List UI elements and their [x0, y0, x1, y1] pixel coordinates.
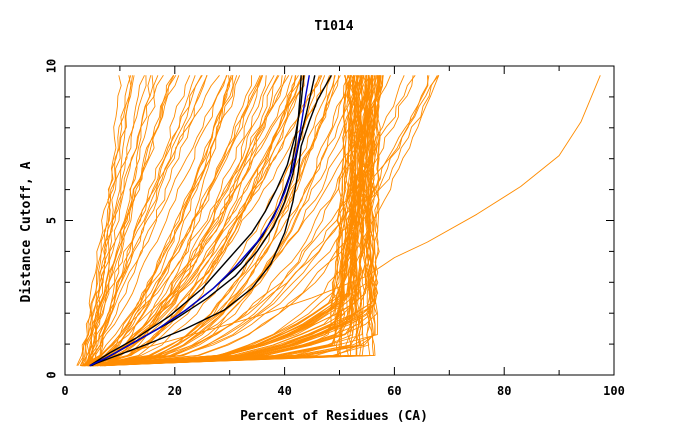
model-line — [91, 75, 373, 367]
model-line — [81, 75, 601, 367]
x-tick-label: 40 — [277, 384, 291, 398]
model-line — [82, 75, 303, 367]
model-line — [94, 75, 440, 367]
y-tick-label: 5 — [45, 217, 59, 224]
model-line — [85, 75, 227, 366]
model-line — [90, 75, 373, 367]
model-line — [88, 75, 287, 367]
x-tick-label: 20 — [168, 384, 182, 398]
model-line — [86, 75, 145, 366]
x-axis-label: Percent of Residues (CA) — [240, 409, 428, 424]
model-line — [83, 75, 376, 367]
x-tick-label: 100 — [603, 384, 625, 398]
model-line — [91, 75, 363, 367]
y-tick-label: 0 — [45, 371, 59, 378]
x-tick-label: 80 — [497, 384, 511, 398]
highlight-line — [89, 75, 305, 367]
model-line — [80, 75, 279, 367]
axis-ticks — [64, 65, 615, 376]
reference-line — [89, 75, 310, 367]
model-line — [92, 75, 361, 367]
model-line — [77, 75, 132, 366]
model-line — [84, 75, 220, 366]
model-line — [96, 75, 379, 367]
model-line — [86, 75, 208, 366]
model-line — [90, 75, 371, 367]
model-line — [91, 75, 379, 367]
model-line — [84, 75, 367, 367]
x-tick-label: 0 — [61, 384, 68, 398]
model-line — [101, 75, 335, 367]
model-line — [83, 75, 202, 366]
model-line — [92, 75, 374, 367]
chart-title: T1014 — [314, 19, 353, 34]
model-line — [102, 75, 360, 367]
model-line — [84, 75, 352, 367]
model-line — [96, 75, 261, 367]
model-line — [99, 75, 253, 367]
model-line — [94, 75, 208, 366]
plot-lines — [76, 74, 601, 367]
model-line — [87, 75, 154, 366]
model-line — [81, 75, 320, 367]
model-line — [83, 75, 290, 367]
model-line — [102, 75, 333, 367]
tick-labels: 0 20 40 60 80 100 0 5 10 — [45, 59, 625, 398]
model-line — [87, 75, 196, 366]
model-line — [85, 75, 354, 367]
y-tick-label: 10 — [45, 59, 59, 73]
model-line — [92, 75, 364, 367]
model-line — [104, 75, 374, 367]
model-line — [80, 75, 241, 367]
model-line — [90, 75, 174, 366]
model-line — [88, 75, 231, 367]
model-line — [101, 75, 232, 367]
model-line — [94, 75, 122, 366]
model-line — [104, 75, 416, 367]
model-line — [79, 75, 177, 366]
y-axis-label: Distance Cutoff, A — [19, 161, 34, 302]
model-line — [94, 75, 380, 367]
model-line — [92, 75, 378, 367]
x-tick-label: 60 — [387, 384, 401, 398]
model-line — [85, 75, 305, 367]
model-line — [83, 75, 275, 367]
model-line — [93, 75, 262, 367]
model-line — [80, 75, 263, 367]
model-line — [94, 75, 297, 367]
highlight-line — [89, 74, 332, 367]
model-line — [93, 75, 438, 367]
model-line — [89, 75, 336, 367]
model-line — [82, 75, 132, 366]
model-line — [88, 75, 350, 367]
model-line — [100, 75, 349, 367]
model-line — [99, 75, 381, 367]
model-line — [76, 75, 164, 366]
